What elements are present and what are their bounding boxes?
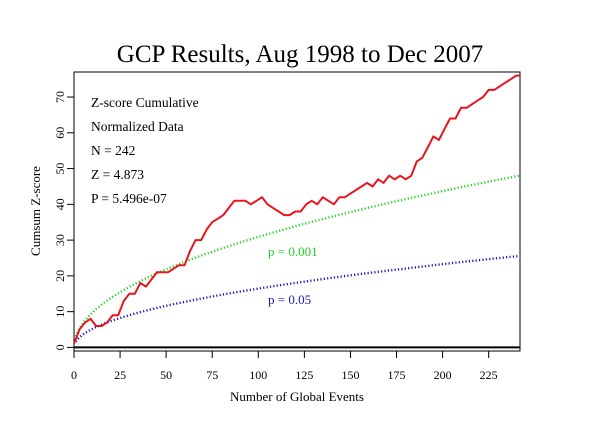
- cumsum-zscore-line: [73, 74, 520, 345]
- x-axis-label: Number of Global Events: [230, 389, 364, 404]
- series-layer: [73, 74, 521, 349]
- y-tick-label: 10: [53, 306, 67, 318]
- stat-line: Z = 4.873: [91, 167, 144, 182]
- x-tick-label: 125: [295, 368, 313, 382]
- p001-label: p = 0.001: [268, 244, 318, 259]
- stat-line: Normalized Data: [91, 119, 184, 134]
- x-tick-label: 225: [480, 368, 498, 382]
- y-tick-label: 70: [53, 91, 67, 103]
- y-tick-label: 60: [53, 127, 67, 139]
- chart-title: GCP Results, Aug 1998 to Dec 2007: [117, 41, 483, 68]
- stat-line: P = 5.496e-07: [91, 191, 167, 206]
- y-tick-label: 0: [53, 344, 67, 350]
- x-tick-label: 25: [114, 368, 126, 382]
- stats-block: Z-score Cumulative Normalized Data N = 242…: [91, 95, 199, 206]
- x-tick-label: 175: [388, 368, 406, 382]
- y-tick-label: 20: [53, 270, 67, 282]
- x-tick-label: 200: [434, 368, 452, 382]
- axis-ticks: 0 25 50 75 100 125 150 175 200 225 0 10 20 30 40 50 60 70: [53, 91, 498, 382]
- p005-label: p = 0.05: [268, 292, 311, 307]
- y-tick-label: 50: [53, 163, 67, 175]
- stat-line: N = 242: [91, 143, 135, 158]
- y-tick-label: 30: [53, 234, 67, 246]
- y-tick-label: 40: [53, 198, 67, 210]
- y-axis-label: Cumsum Z-score: [28, 166, 43, 256]
- plot-frame: [73, 71, 521, 352]
- stat-line: Z-score Cumulative: [91, 95, 199, 110]
- x-tick-label: 100: [249, 368, 267, 382]
- x-tick-label: 150: [341, 368, 359, 382]
- p005-curve: [74, 254, 521, 343]
- x-tick-label: 50: [160, 368, 172, 382]
- x-tick-label: 75: [206, 368, 218, 382]
- x-tick-label: 0: [71, 368, 77, 382]
